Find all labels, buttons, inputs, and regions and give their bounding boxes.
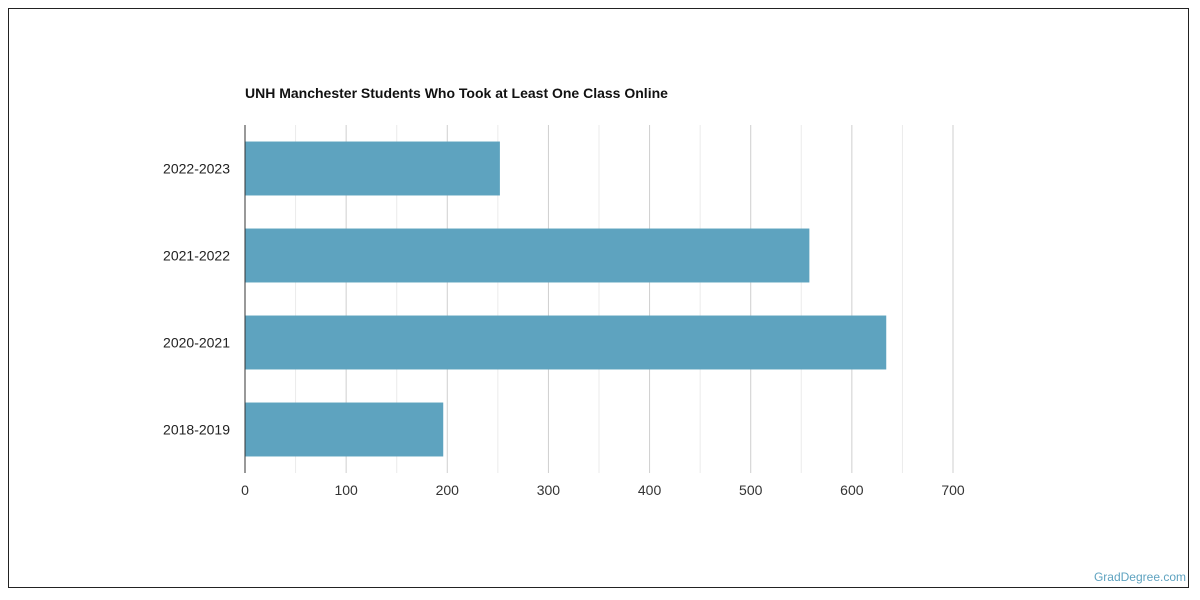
x-tick-label: 0 xyxy=(241,482,249,498)
category-label: 2022-2023 xyxy=(163,161,230,177)
x-tick-label: 600 xyxy=(840,482,864,498)
bar xyxy=(245,141,500,196)
x-tick-label: 700 xyxy=(941,482,965,498)
x-tick-label: 300 xyxy=(537,482,561,498)
category-label: 2018-2019 xyxy=(163,422,230,438)
category-label: 2021-2022 xyxy=(163,248,230,264)
labels: 2022-2023 2021-2022 2020-2021 2018-2019 0 100… xyxy=(163,161,965,499)
x-tick-label: 400 xyxy=(638,482,662,498)
bar xyxy=(245,402,444,457)
bar xyxy=(245,228,810,283)
bar xyxy=(245,315,887,370)
watermark[interactable]: GradDegree.com xyxy=(1093,570,1186,584)
chart-title: UNH Manchester Students Who Took at Leas… xyxy=(245,85,668,101)
category-label: 2020-2021 xyxy=(163,335,230,351)
x-tick-label: 200 xyxy=(436,482,460,498)
x-tick-label: 500 xyxy=(739,482,763,498)
x-tick-label: 100 xyxy=(334,482,358,498)
bars xyxy=(245,141,887,457)
